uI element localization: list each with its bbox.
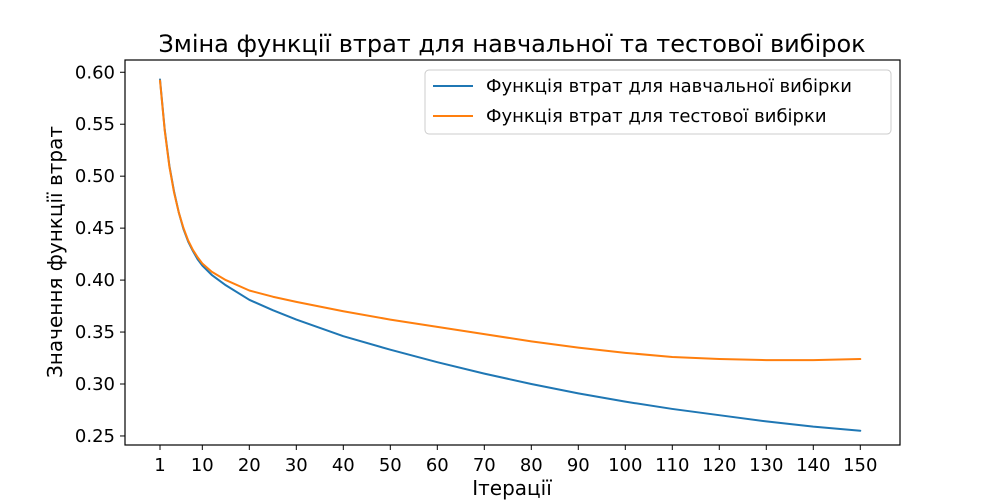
x-tick-label: 140 [796,455,830,476]
legend-box [424,69,892,135]
x-tick-label: 20 [238,455,261,476]
legend: Функція втрат для навчальної вибірки Фун… [424,69,892,135]
x-axis-label: Ітерації [472,476,552,500]
x-tick-label: 150 [843,455,877,476]
y-axis-label: Значення функції втрат [43,126,67,378]
y-tick-label: 0.35 [75,322,115,343]
x-tick-label: 120 [702,455,736,476]
x-tick-label: 110 [655,455,689,476]
legend-label-train: Функція втрат для навчальної вибірки [486,76,852,97]
y-tick-label: 0.55 [75,114,115,135]
y-tick-label: 0.25 [75,426,115,447]
plot-frame [124,59,901,446]
x-tick-label: 80 [520,455,543,476]
series-lines [159,78,862,432]
x-tick-label: 40 [332,455,355,476]
y-tick-label: 0.40 [75,270,115,291]
x-tick-label: 100 [608,455,642,476]
x-tick-label: 90 [567,455,590,476]
x-tick-label: 10 [191,455,214,476]
y-tick-label: 0.50 [75,166,115,187]
chart-title: Зміна функції втрат для навчальної та те… [158,30,865,58]
x-axis: 1 10 20 30 40 50 60 70 80 90 100 110 120 130 140 150 [154,445,877,476]
x-tick-label: 30 [285,455,308,476]
x-tick-label: 50 [379,455,402,476]
y-axis: 0.25 0.30 0.35 0.40 0.45 0.50 0.55 0.60 [75,62,125,447]
x-tick-label: 1 [154,455,165,476]
y-tick-label: 0.60 [75,62,115,83]
y-tick-label: 0.30 [75,374,115,395]
x-tick-label: 60 [426,455,449,476]
x-tick-label: 130 [749,455,783,476]
legend-label-test: Функція втрат для тестової вибірки [486,106,827,127]
test-loss-line [159,79,862,362]
x-tick-label: 70 [473,455,496,476]
y-tick-label: 0.45 [75,218,115,239]
